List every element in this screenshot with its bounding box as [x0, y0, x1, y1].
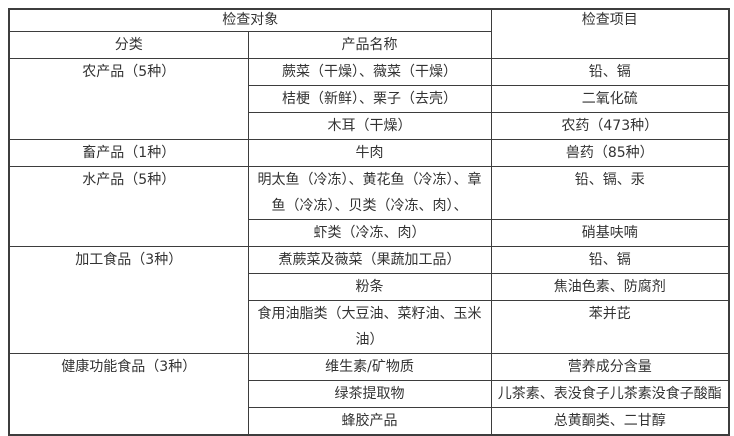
header-product-name: 产品名称: [247, 31, 492, 59]
product-cell: 维生素/矿物质: [247, 353, 492, 381]
category-cell: 农产品（5种）: [8, 58, 249, 140]
header-inspection-object: 检查对象: [8, 8, 492, 32]
product-cell: 桔梗（新鲜）、栗子（去壳）: [247, 85, 492, 113]
header-category: 分类: [8, 31, 249, 59]
items-cell: 铅、镉、汞: [490, 166, 730, 220]
items-cell: 焦油色素、防腐剂: [490, 273, 730, 301]
product-cell: 食用油脂类（大豆油、菜籽油、玉米油）: [247, 300, 492, 354]
product-cell: 煮蕨菜及薇菜（果蔬加工品）: [247, 246, 492, 274]
table-row: 健康功能食品（3种） 维生素/矿物质 营养成分含量: [8, 353, 730, 436]
product-cell: 蜂胶产品: [247, 407, 492, 436]
items-cell: 总黄酮类、二甘醇: [490, 407, 730, 436]
table-row: 虾类（冷冻、肉） 硝基呋喃: [9, 219, 730, 247]
category-cell: 水产品（5种）: [8, 166, 249, 247]
header-inspection-items: 检查项目: [490, 8, 730, 59]
table-row: 农产品（5种） 蕨菜（干燥）、薇菜（干燥） 铅、镉: [8, 58, 730, 140]
items-cell: 硝基呋喃: [490, 219, 730, 247]
table-row: 蜂胶产品 总黄酮类、二甘醇: [9, 407, 730, 436]
table-row: 桔梗（新鲜）、栗子（去壳） 二氧化硫: [9, 85, 730, 113]
items-cell: 二氧化硫: [490, 85, 730, 113]
product-cell: 木耳（干燥）: [247, 112, 492, 140]
inspection-table: 检查对象 检查项目 分类 产品名称 农产品（5种） 蕨菜（干燥）、薇菜（干燥） …: [8, 8, 730, 436]
items-cell: 铅、镉: [490, 246, 730, 274]
header-row-top: 检查对象 检查项目: [8, 8, 730, 59]
product-cell: 绿茶提取物: [247, 380, 492, 408]
product-cell: 牛肉: [247, 139, 492, 167]
product-cell: 粉条: [247, 273, 492, 301]
category-cell: 加工食品（3种）: [8, 246, 249, 354]
table-row: 粉条 焦油色素、防腐剂: [9, 273, 730, 301]
items-cell: 农药（473种）: [490, 112, 730, 140]
table-row: 畜产品（1种） 牛肉 兽药（85种）: [8, 139, 730, 167]
items-cell: 苯并芘: [490, 300, 730, 354]
table-row: 水产品（5种） 明太鱼（冷冻）、黄花鱼（冷冻）、章鱼（冷冻）、贝类（冷冻、肉）、…: [8, 166, 730, 247]
table-row: 木耳（干燥） 农药（473种）: [9, 112, 730, 140]
table-row: 食用油脂类（大豆油、菜籽油、玉米油） 苯并芘: [9, 300, 730, 354]
items-cell: 兽药（85种）: [490, 139, 730, 167]
category-cell: 畜产品（1种）: [8, 139, 249, 167]
items-cell: 儿茶素、表没食子儿茶素没食子酸酯: [490, 380, 730, 408]
product-cell: 明太鱼（冷冻）、黄花鱼（冷冻）、章鱼（冷冻）、贝类（冷冻、肉）、: [247, 166, 492, 220]
header-row-sub: 分类 产品名称: [8, 31, 729, 59]
product-cell: 蕨菜（干燥）、薇菜（干燥）: [247, 58, 492, 86]
items-cell: 铅、镉: [490, 58, 730, 86]
table-row: 加工食品（3种） 煮蕨菜及薇菜（果蔬加工品） 铅、镉: [8, 246, 730, 354]
items-cell: 营养成分含量: [490, 353, 730, 381]
table-row: 绿茶提取物 儿茶素、表没食子儿茶素没食子酸酯: [9, 380, 730, 408]
category-cell: 健康功能食品（3种）: [8, 353, 249, 436]
product-cell: 虾类（冷冻、肉）: [247, 219, 492, 247]
